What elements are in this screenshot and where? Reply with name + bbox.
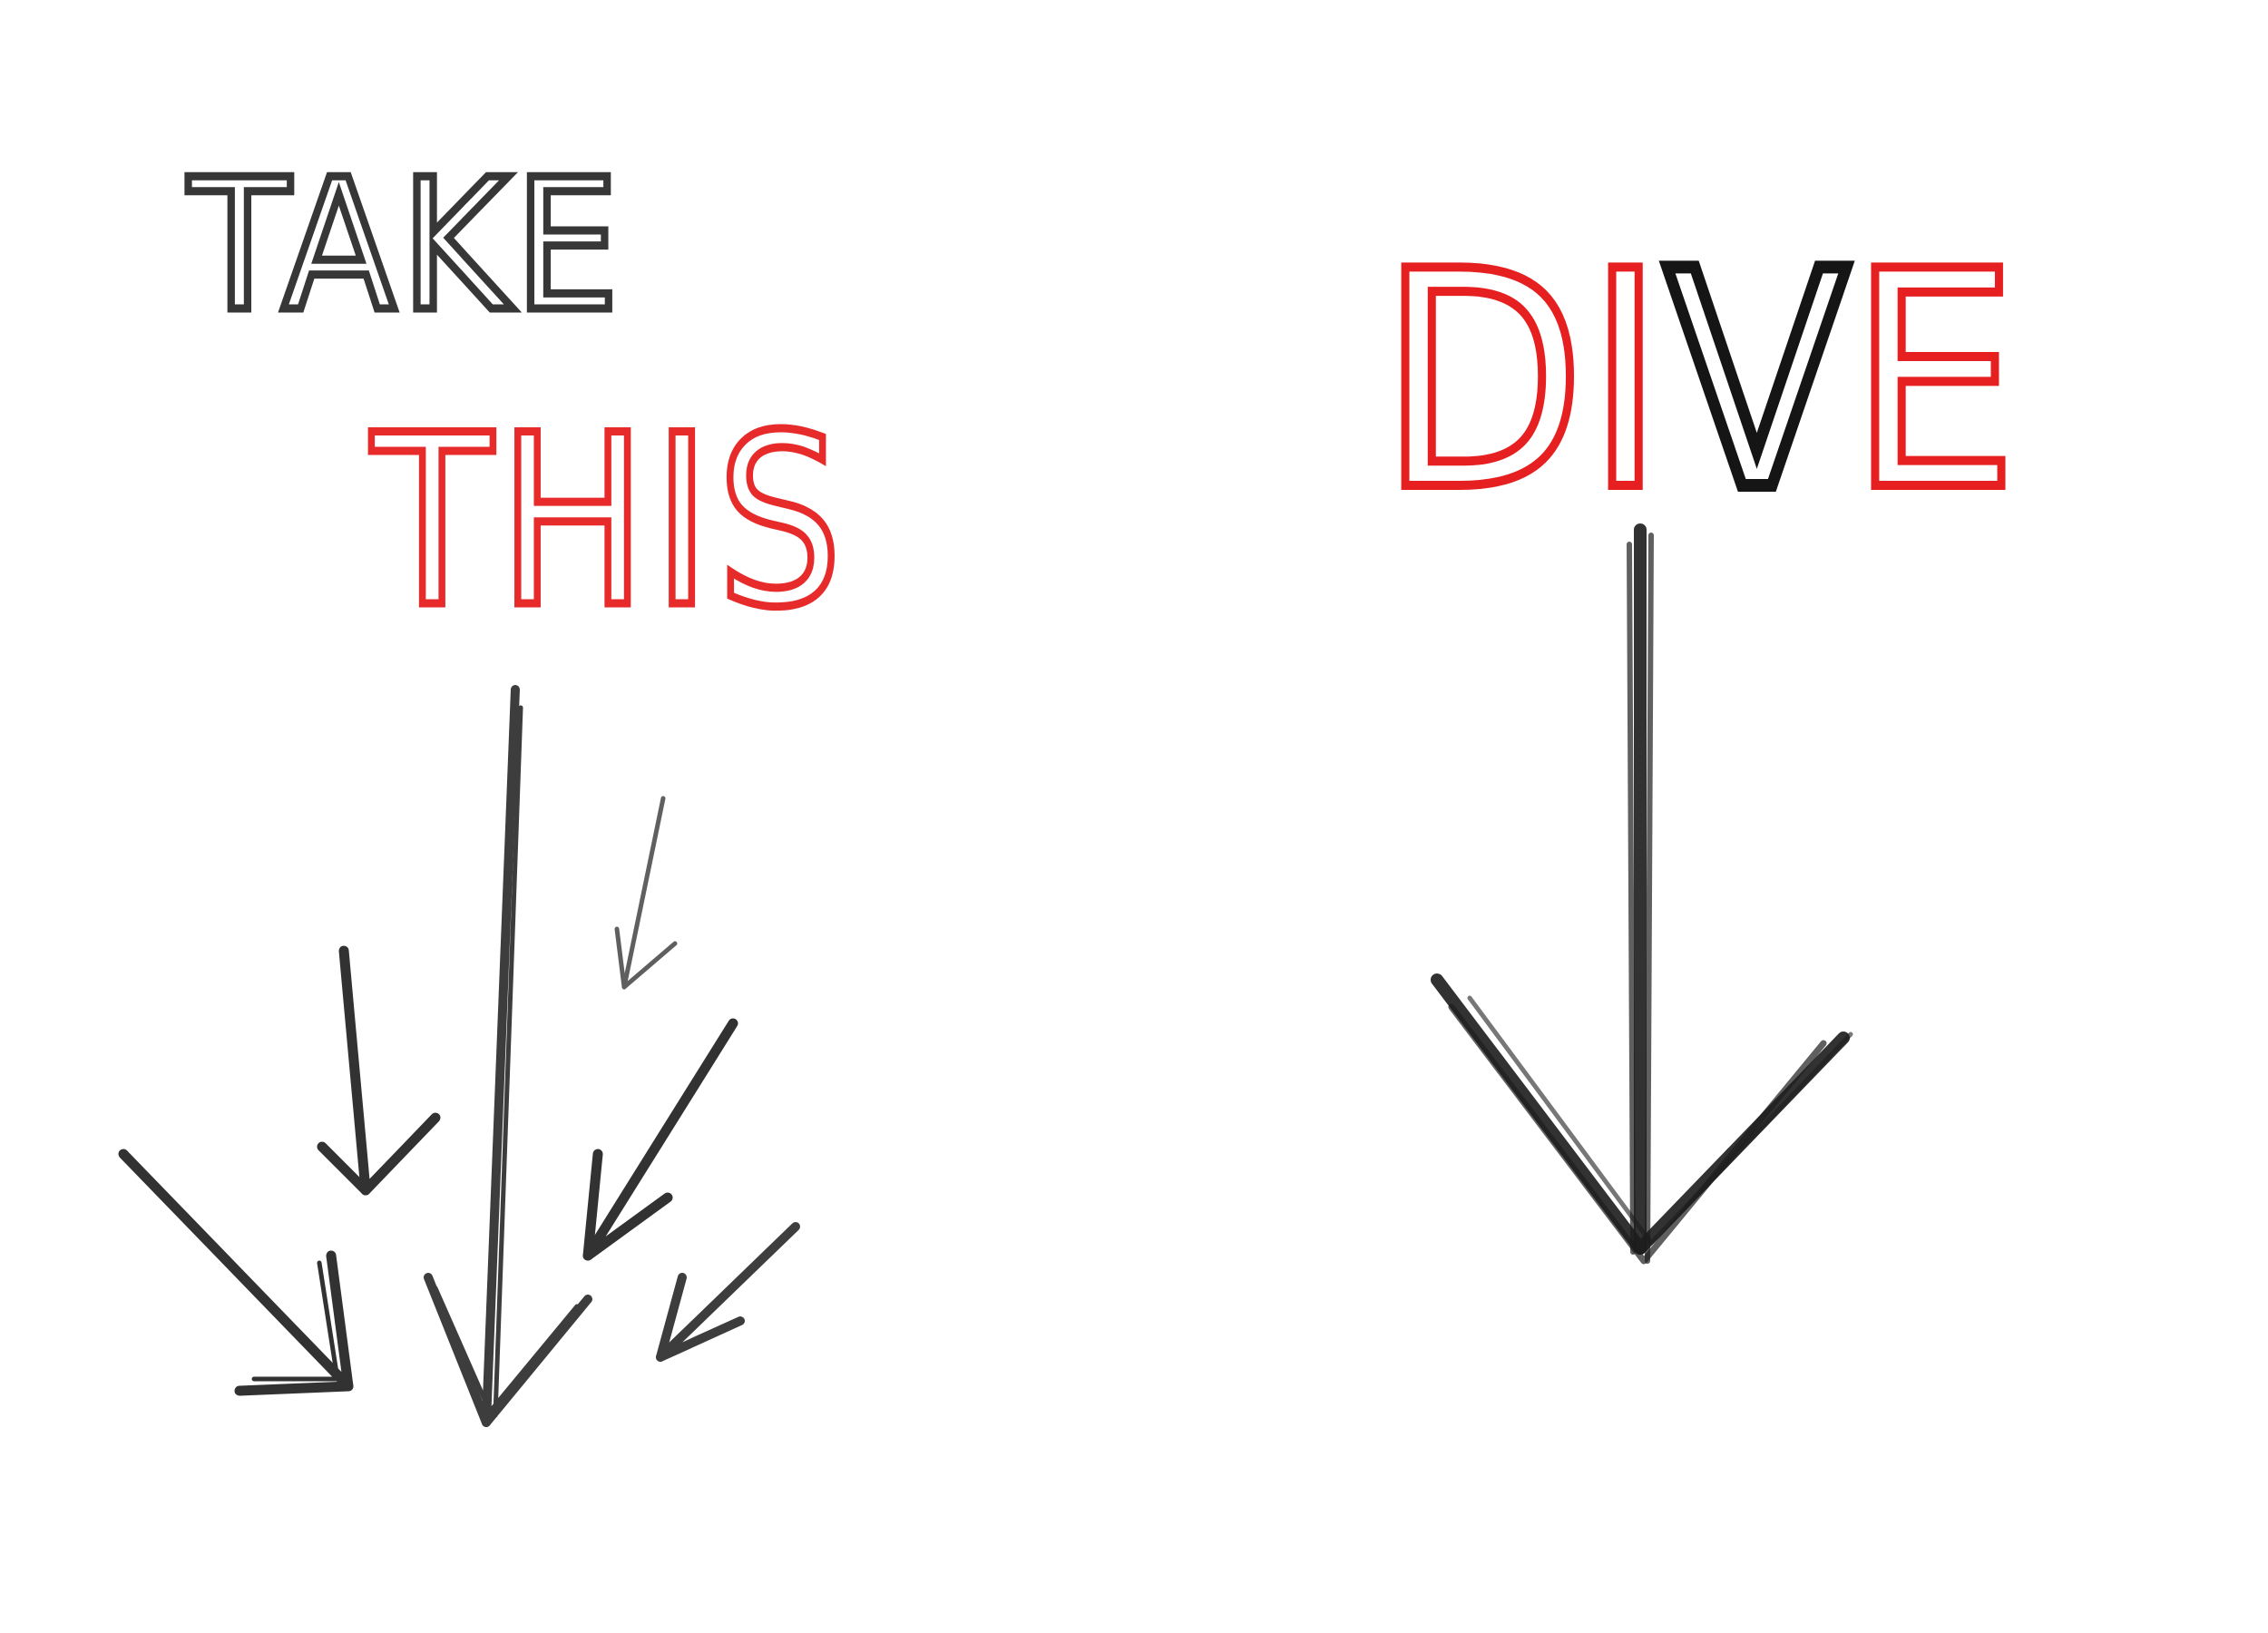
arrow-small-a (317, 945, 441, 1196)
arrow-shaft (493, 705, 523, 1418)
arrow-head (1431, 973, 1850, 1255)
arrow-head (656, 1273, 745, 1362)
word-dive-black: V (1665, 208, 1850, 556)
arrow-head (424, 1273, 592, 1427)
arrow-head (1467, 995, 1853, 1246)
arrow-shaft (1645, 533, 1654, 1264)
arrow-shaft (656, 1222, 800, 1362)
arrow-thin (614, 796, 678, 990)
arrow-head (433, 1286, 580, 1414)
word-take: TAKE (188, 141, 624, 352)
arrow-shaft (118, 1149, 354, 1392)
arrow-head (251, 1260, 340, 1382)
arrow-group-left (118, 685, 800, 1427)
arrow-head (317, 1112, 441, 1196)
arrow-short-right (656, 1222, 800, 1362)
arrow-head (582, 1149, 673, 1261)
arrow-shaft (482, 685, 520, 1427)
arrow-diag-left (118, 1149, 354, 1396)
arrow-tall (424, 685, 592, 1427)
word-dive-red: DI (1379, 208, 1665, 556)
word-dive-red-end: E (1849, 208, 2019, 556)
arrow-shaft (582, 1018, 738, 1261)
arrow-head (1448, 1003, 1827, 1265)
arrow-big (1431, 523, 1853, 1265)
arrow-diag-right (582, 1018, 738, 1261)
arrow-head (614, 926, 678, 990)
arrow-shaft (338, 945, 371, 1196)
arrow-head (234, 1250, 354, 1396)
word-this: THIS (369, 386, 848, 660)
arrow-shaft (621, 796, 666, 990)
word-dive: DIVE (1379, 208, 2019, 556)
arrow-shaft (1627, 542, 1636, 1255)
